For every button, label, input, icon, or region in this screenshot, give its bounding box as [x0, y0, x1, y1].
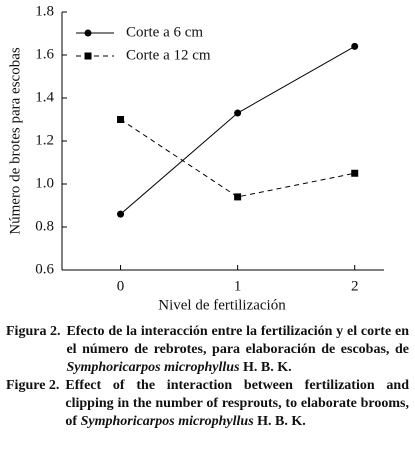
- species: Symphoricarpos microphyllus: [66, 360, 240, 375]
- x-tick-label: 2: [351, 278, 359, 294]
- data-point: [117, 210, 125, 218]
- y-tick-label: 1.4: [35, 89, 54, 105]
- data-point: [351, 169, 359, 177]
- legend-marker: [84, 29, 92, 37]
- caption-es: Figura 2. Efecto de la interacción entre…: [6, 323, 409, 377]
- y-tick-label: 0.8: [35, 218, 54, 234]
- x-tick-label: 1: [234, 278, 242, 294]
- data-point: [117, 116, 125, 123]
- data-point: [234, 193, 242, 201]
- caption-body: Efecto de la interacción entre la fertil…: [66, 324, 409, 357]
- caption-text: Efecto de la interacción entre la fertil…: [66, 323, 409, 377]
- authority: H. B. K.: [257, 414, 306, 429]
- chart: Número de brotes para escobas Nivel de f…: [7, 3, 384, 313]
- caption-en: Figure 2. Effect of the interaction betw…: [6, 377, 409, 431]
- series-line: [120, 45, 355, 215]
- caption-label: Figura 2.: [6, 324, 61, 339]
- y-tick-label: 1.6: [35, 46, 54, 62]
- authority: H. B. K.: [243, 360, 292, 375]
- x-tick-label: 0: [117, 278, 125, 294]
- x-axis-label: Nivel de fertilización: [158, 297, 286, 313]
- legend-marker: [84, 52, 92, 60]
- y-tick-label: 1.8: [35, 3, 54, 19]
- caption-label: Figure 2.: [6, 378, 60, 393]
- legend-label: Corte a 12 cm: [126, 47, 211, 63]
- caption-body: Effect of the interaction between fertil…: [65, 378, 409, 429]
- legend-label: Corte a 6 cm: [126, 24, 203, 40]
- series-line: [120, 119, 355, 198]
- y-tick-label: 1.2: [35, 132, 54, 148]
- y-axis-label: Número de brotes para escobas: [7, 47, 23, 235]
- species: Symphoricarpos microphyllus: [80, 414, 254, 429]
- y-tick-label: 1.0: [35, 175, 54, 191]
- data-point: [234, 109, 242, 117]
- y-tick-label: 0.6: [35, 261, 54, 277]
- data-point: [351, 42, 359, 50]
- caption-text: Effect of the interaction between fertil…: [65, 377, 409, 431]
